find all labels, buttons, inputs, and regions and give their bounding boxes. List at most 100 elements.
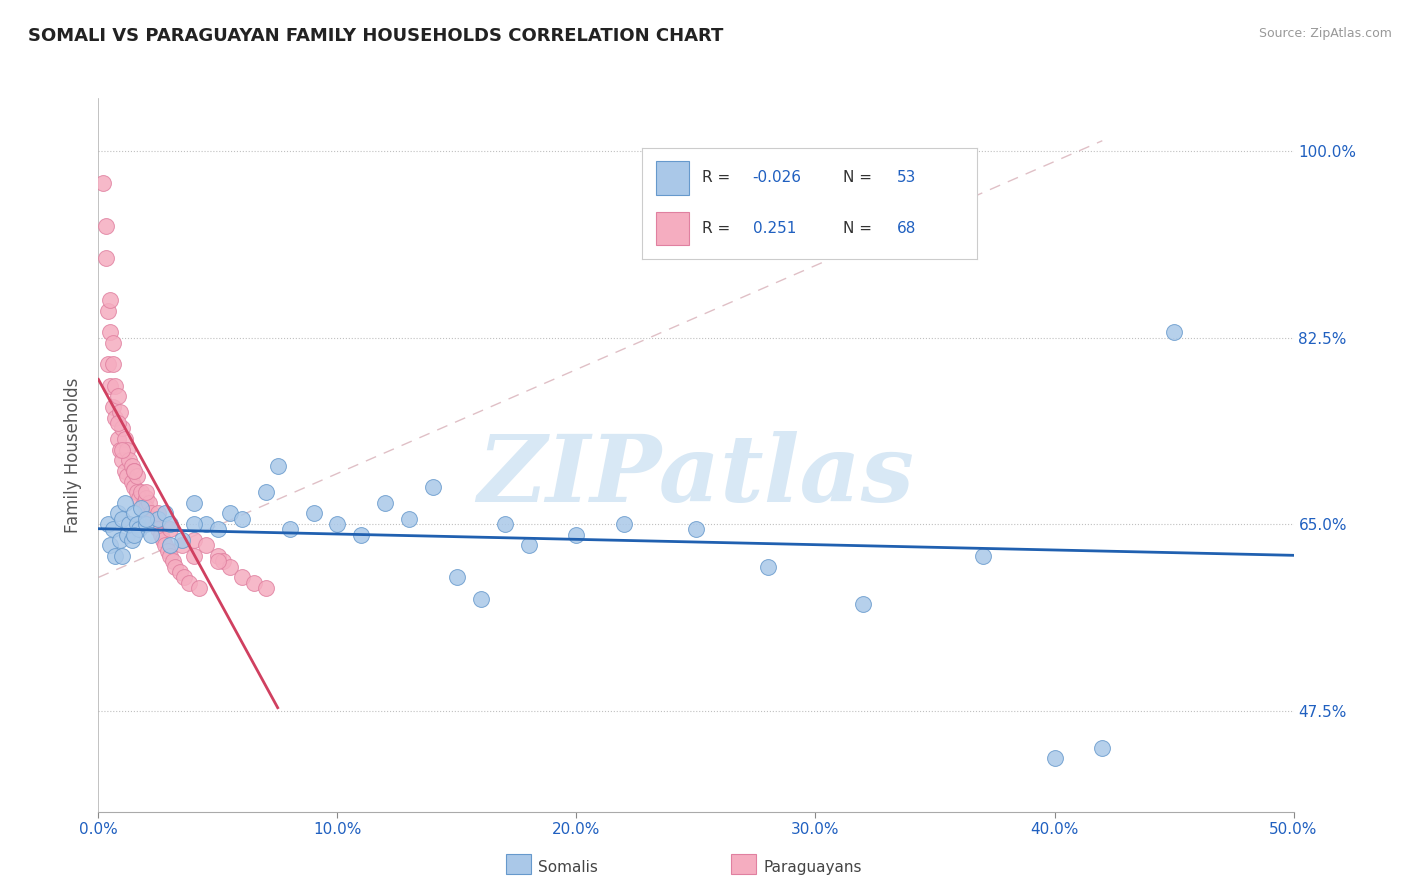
Point [267,458,290,473]
Point [108,533,131,548]
Point [111,421,134,435]
Point [135,517,157,532]
Point [517,538,540,552]
Point [97,304,120,318]
Text: Source: ZipAtlas.com: Source: ZipAtlas.com [1258,27,1392,40]
Point [613,517,636,532]
Point [173,570,195,584]
Point [138,496,160,510]
Point [125,469,148,483]
Point [135,512,157,526]
Point [155,538,177,552]
Point [132,496,155,510]
Point [121,533,143,548]
Point [101,358,124,372]
Point [139,507,162,521]
Point [107,507,129,521]
Point [350,528,373,542]
Point [494,517,516,532]
Point [107,389,129,403]
Text: Somalis: Somalis [538,860,599,874]
Point [183,517,205,532]
Text: 0.251: 0.251 [752,221,796,236]
Point [1043,751,1066,765]
Point [172,533,194,548]
Point [128,491,150,505]
Point [131,501,153,516]
Text: 68: 68 [897,221,915,236]
Point [128,523,150,537]
Point [852,597,875,611]
Point [104,378,127,392]
Point [104,410,127,425]
Point [254,581,277,595]
Point [565,528,588,542]
Point [111,512,134,526]
Point [446,570,468,584]
Point [243,575,266,590]
Point [162,554,184,568]
Point [101,400,124,414]
Point [111,453,134,467]
Point [156,543,179,558]
Point [111,549,134,563]
Point [118,453,141,467]
Point [91,177,114,191]
Point [163,559,186,574]
Text: N =: N = [844,221,877,236]
Text: R =: R = [703,221,735,236]
Point [756,559,779,574]
Point [685,523,707,537]
Text: Paraguayans: Paraguayans [763,860,862,874]
Point [124,464,146,478]
Point [114,464,136,478]
Point [121,475,143,489]
Point [145,517,167,532]
Point [108,405,131,419]
Point [302,507,325,521]
Point [115,442,138,457]
Point [1091,740,1114,755]
Point [422,480,444,494]
Point [125,485,148,500]
FancyBboxPatch shape [655,161,689,194]
Point [142,512,165,526]
Point [131,485,153,500]
Point [114,432,136,446]
Point [183,549,205,563]
Point [97,517,120,532]
Point [231,570,253,584]
Y-axis label: Family Households: Family Households [65,377,83,533]
Point [207,549,229,563]
Point [148,523,170,537]
Point [124,464,146,478]
Point [115,528,138,542]
Point [148,512,170,526]
Point [124,480,146,494]
Point [183,496,205,510]
Point [98,538,122,552]
Point [115,469,138,483]
Point [326,517,349,532]
FancyBboxPatch shape [655,212,689,245]
Point [94,219,117,233]
Point [159,523,181,537]
Point [124,528,146,542]
Point [118,517,141,532]
Point [98,293,122,308]
Point [183,533,205,548]
Point [107,432,129,446]
Point [104,549,127,563]
Point [194,517,218,532]
Point [159,549,181,563]
Point [211,554,233,568]
Text: SOMALI VS PARAGUAYAN FAMILY HOUSEHOLDS CORRELATION CHART: SOMALI VS PARAGUAYAN FAMILY HOUSEHOLDS C… [28,27,724,45]
Point [107,416,129,430]
Point [135,501,157,516]
Point [98,378,122,392]
Point [187,581,209,595]
Point [94,251,117,265]
Point [254,485,277,500]
Point [124,507,146,521]
Text: ZIPatlas: ZIPatlas [478,432,914,521]
